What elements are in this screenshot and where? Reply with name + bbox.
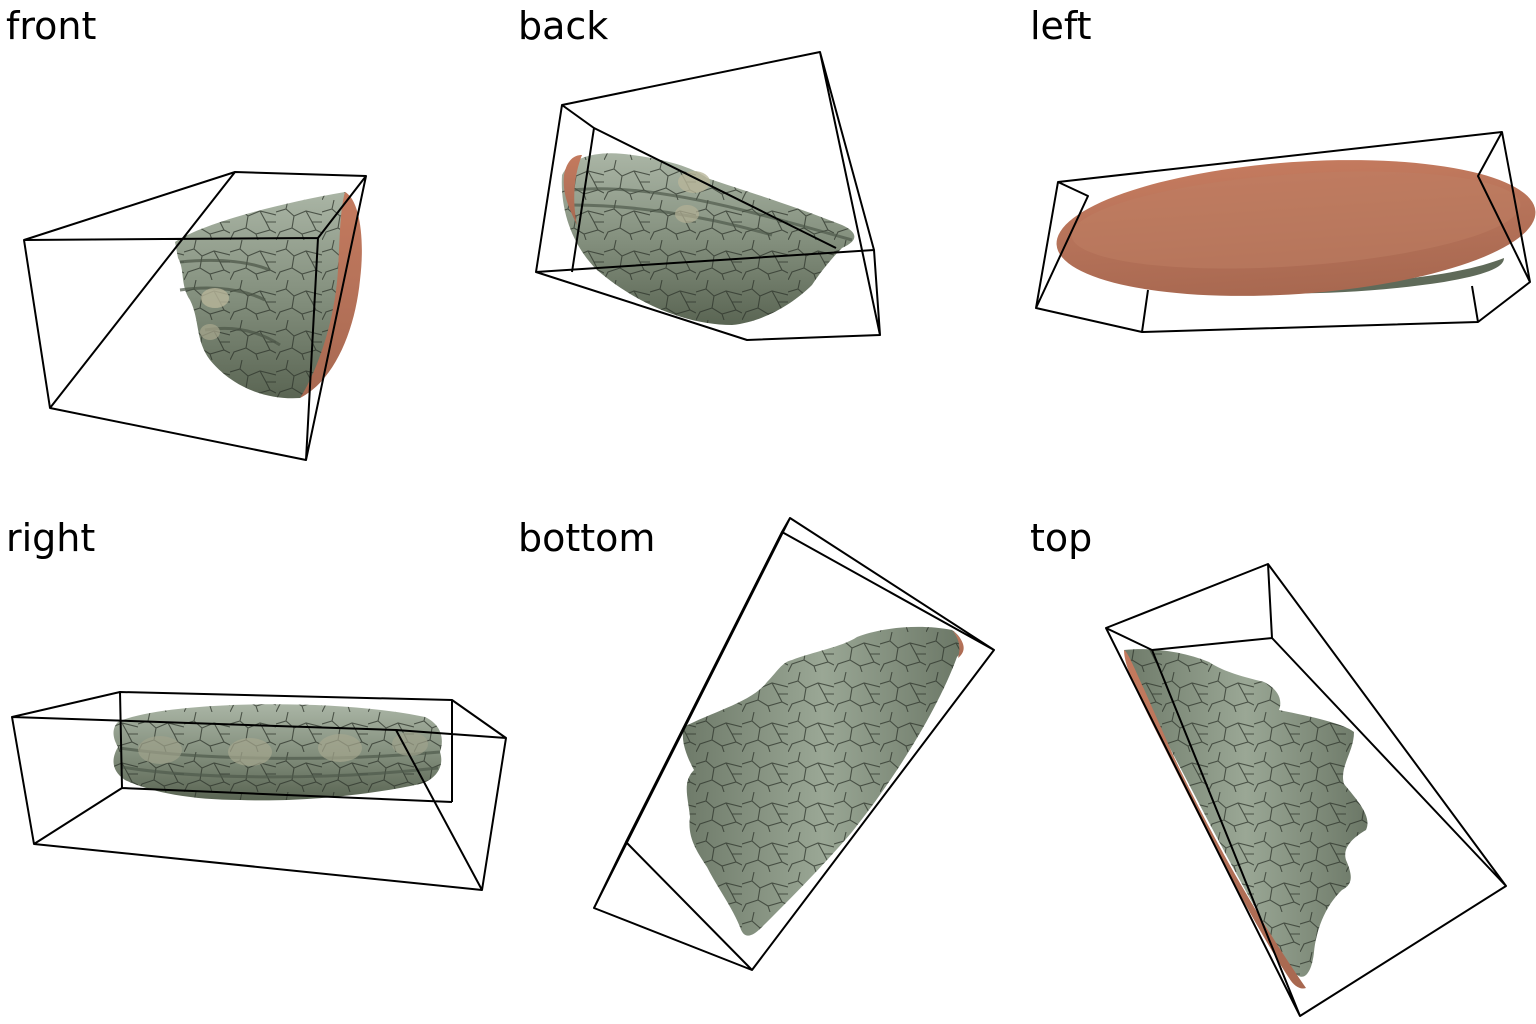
panel-right: right — [0, 512, 512, 1024]
back-view-render — [535, 51, 881, 341]
front-view-render — [23, 171, 367, 461]
view-label-back: back — [518, 4, 609, 48]
view-label-left: left — [1030, 4, 1092, 48]
view-label-bottom: bottom — [518, 516, 656, 560]
bottom-view-render — [593, 517, 995, 971]
shell-model — [561, 153, 855, 325]
bounding-box — [593, 517, 995, 971]
bounding-box — [1105, 563, 1507, 1017]
left-view-render — [1035, 131, 1536, 333]
panel-front: front — [0, 0, 512, 512]
shell-model — [113, 704, 442, 801]
shell-model — [1056, 160, 1536, 296]
panel-left: left — [1024, 0, 1536, 512]
right-view-render — [11, 691, 507, 891]
top-view-render — [1105, 563, 1507, 1017]
bounding-box — [1035, 131, 1531, 333]
bounding-box — [535, 51, 881, 341]
view-label-front: front — [6, 4, 97, 48]
view-label-right: right — [6, 516, 96, 560]
bounding-box — [11, 691, 507, 891]
panel-top: top — [1024, 512, 1536, 1024]
panel-bottom: bottom — [512, 512, 1024, 1024]
view-label-top: top — [1030, 516, 1093, 560]
panel-back: back — [512, 0, 1024, 512]
shell-model — [175, 192, 362, 399]
bounding-box — [23, 171, 367, 461]
shell-model — [682, 626, 964, 936]
